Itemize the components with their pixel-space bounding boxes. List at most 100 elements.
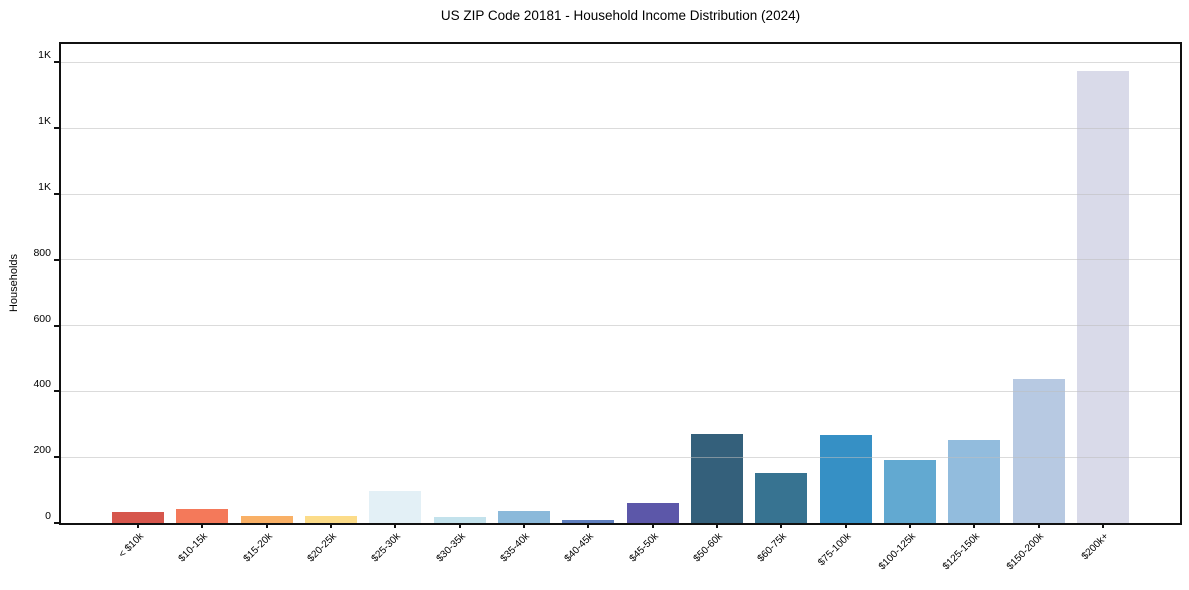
x-tick-slot — [170, 523, 234, 528]
x-label-slot: $125-150k — [940, 531, 1006, 590]
bar-slot — [1006, 44, 1070, 523]
x-tick-label: $15-20k — [241, 531, 275, 565]
bar-slot — [813, 44, 877, 523]
y-tick-mark — [54, 61, 59, 64]
x-tick-mark — [330, 523, 333, 528]
bar-slot — [363, 44, 427, 523]
x-label-slot: $60-75k — [749, 531, 813, 590]
x-tick-slot — [1071, 523, 1135, 528]
x-tick-mark — [973, 523, 976, 528]
x-tick-label: < $10k — [116, 531, 146, 561]
y-tick-mark — [54, 324, 59, 327]
x-label-slot: $45-50k — [621, 531, 685, 590]
x-labels-container: < $10k $10-15k $15-20k $20-25k $25-30k $30-35… — [61, 531, 1180, 590]
x-tick-label: $20-25k — [305, 531, 339, 565]
y-tick-label: 0 — [45, 510, 51, 522]
y-tick-mark — [54, 127, 59, 130]
chart-title: US ZIP Code 20181 - Household Income Dis… — [440, 8, 801, 23]
bar-slot — [556, 44, 620, 523]
x-tick-mark — [908, 523, 911, 528]
bar-slot — [106, 44, 170, 523]
x-tick-slot — [106, 523, 170, 528]
bar — [562, 520, 615, 523]
bar — [1012, 378, 1065, 523]
bar — [1076, 70, 1129, 523]
x-tick-slot — [492, 523, 556, 528]
x-label-slot: < $10k — [106, 531, 170, 590]
x-tick-mark — [265, 523, 268, 528]
x-label-slot: $20-25k — [299, 531, 363, 590]
x-tick-mark — [651, 523, 654, 528]
bar-slot — [621, 44, 685, 523]
y-tick-label: 1K — [38, 49, 51, 62]
x-tick-slot — [621, 523, 685, 528]
y-tick-label: 600 — [33, 312, 51, 325]
y-tick-mark — [54, 193, 59, 196]
x-tick-label: $10-15k — [176, 531, 211, 565]
y-tick-label: 200 — [33, 444, 51, 457]
x-tick-mark — [137, 523, 140, 528]
x-tick-slot — [685, 523, 749, 528]
x-tick-slot — [556, 523, 620, 528]
x-label-slot: $15-20k — [235, 531, 299, 590]
bar-slot — [749, 44, 813, 523]
y-tick-mark — [54, 258, 59, 261]
x-label-slot: $10-15k — [170, 531, 234, 590]
y-tick-label: 800 — [33, 246, 51, 259]
y-tick-mark — [54, 456, 59, 459]
bar — [690, 434, 743, 523]
x-label-slot: $50-60k — [685, 531, 749, 590]
x-tick-mark — [458, 523, 461, 528]
x-tick-slot — [749, 523, 813, 528]
bar-slot — [685, 44, 749, 523]
x-tick-label: $25-30k — [369, 531, 404, 565]
bar — [498, 510, 551, 523]
y-tick-mark — [54, 390, 59, 393]
x-tick-slot — [363, 523, 427, 528]
x-tick-label: $150-200k — [1005, 531, 1047, 573]
x-tick-mark — [587, 523, 590, 528]
bar-slot — [492, 44, 556, 523]
bar — [755, 473, 808, 523]
x-tick-slot — [813, 523, 877, 528]
x-label-slot: $200k+ — [1071, 531, 1135, 590]
bar — [369, 490, 422, 523]
bar — [883, 459, 936, 523]
x-tick-label: $50-60k — [691, 531, 725, 565]
x-label-slot: $30-35k — [428, 531, 492, 590]
x-tick-label: $200k+ — [1079, 531, 1111, 563]
y-tick-label: 1K — [38, 115, 51, 128]
bar — [819, 435, 872, 523]
x-tick-label: $75-100k — [816, 531, 854, 569]
x-tick-mark — [1101, 523, 1104, 528]
x-tick-mark — [1037, 523, 1040, 528]
x-label-slot: $40-45k — [556, 531, 620, 590]
plot-area: < $10k $10-15k $15-20k $20-25k $25-30k $30-35… — [33, 42, 1182, 572]
x-tick-label: $45-50k — [627, 531, 661, 565]
bar — [626, 502, 679, 523]
bar — [112, 512, 165, 523]
x-tick-slot — [942, 523, 1006, 528]
x-tick-mark — [844, 523, 847, 528]
x-tick-mark — [201, 523, 204, 528]
bar-slot — [299, 44, 363, 523]
x-tick-mark — [394, 523, 397, 528]
x-tick-label: $125-150k — [940, 531, 982, 573]
x-tick-mark — [523, 523, 526, 528]
x-tick-slot — [1006, 523, 1070, 528]
x-tick-label: $60-75k — [755, 531, 790, 565]
x-tick-slot — [235, 523, 299, 528]
y-tick-mark — [54, 522, 59, 524]
x-tick-slot — [428, 523, 492, 528]
x-label-slot: $100-125k — [876, 531, 942, 590]
bar — [176, 509, 229, 523]
bar-slot — [942, 44, 1006, 523]
bar-slot — [428, 44, 492, 523]
bar-slot — [1071, 44, 1135, 523]
bar-slot — [235, 44, 299, 523]
x-tick-mark — [780, 523, 783, 528]
x-tick-label: $100-125k — [876, 531, 918, 573]
x-tick-label: $30-35k — [434, 531, 468, 565]
y-axis-label: Households — [8, 253, 20, 313]
